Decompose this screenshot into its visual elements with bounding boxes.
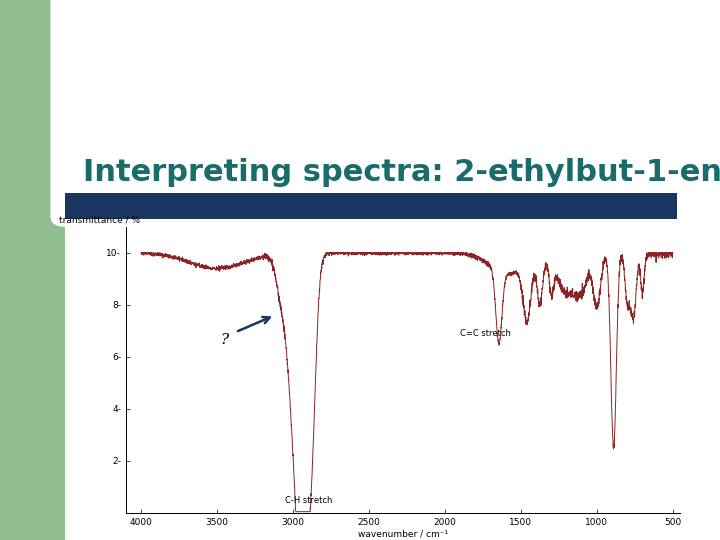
FancyBboxPatch shape [50,0,720,227]
Bar [0,205,65,540]
Text: transmittance / %: transmittance / % [60,215,140,224]
Bar [65,193,677,219]
Text: C-H stretch: C-H stretch [284,496,332,505]
Text: C=C stretch: C=C stretch [460,329,511,338]
Text: ?: ? [220,333,229,347]
Bar [0,0,216,205]
X-axis label: wavenumber / cm⁻¹: wavenumber / cm⁻¹ [358,530,449,538]
Text: Interpreting spectra: 2-ethylbut-1-ene: Interpreting spectra: 2-ethylbut-1-ene [83,158,720,187]
